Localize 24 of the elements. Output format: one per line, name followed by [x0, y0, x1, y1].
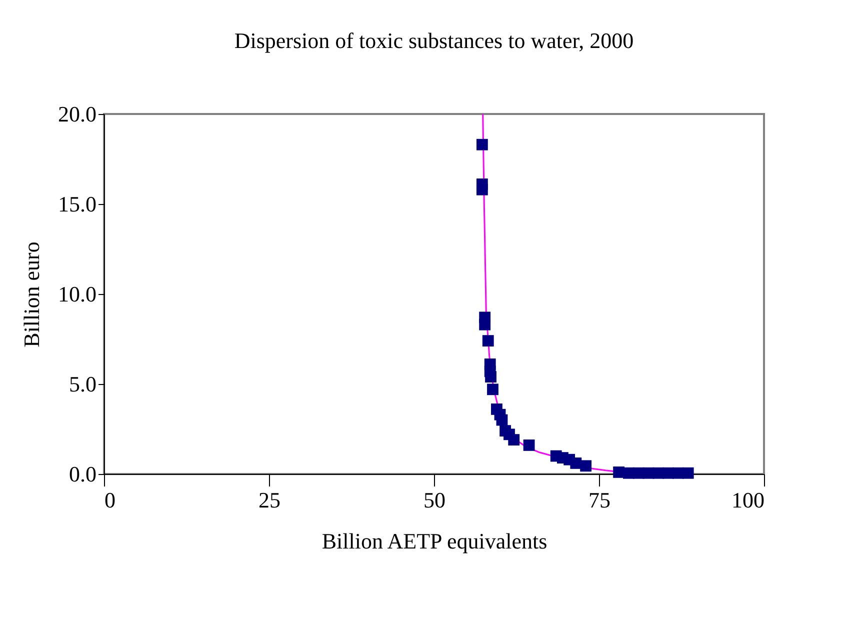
- point: [476, 184, 488, 196]
- point: [523, 440, 535, 451]
- x-tick-label: 50: [424, 488, 446, 512]
- point: [496, 414, 508, 426]
- y-tick-label: 0.0: [69, 462, 96, 486]
- point: [682, 467, 694, 479]
- x-axis-title: Billion AETP equivalents: [322, 528, 548, 554]
- y-tick-label: 15.0: [58, 192, 96, 216]
- point: [487, 384, 498, 396]
- x-tick-label: 25: [258, 488, 280, 512]
- point: [482, 335, 494, 346]
- y-tick-label: 10.0: [58, 282, 96, 306]
- point: [479, 318, 491, 330]
- x-tick-label: 100: [732, 488, 764, 512]
- point: [485, 371, 496, 382]
- y-tick-label: 20.0: [58, 102, 96, 126]
- x-tick-label: 75: [588, 488, 610, 512]
- point: [508, 434, 520, 446]
- x-tick-label: 0: [104, 488, 116, 512]
- point: [580, 460, 592, 472]
- y-tick-label: 5.0: [69, 372, 96, 396]
- y-axis-title: Billion euro: [19, 242, 44, 348]
- point: [476, 138, 488, 150]
- chart-title: Dispersion of toxic substances to water, 2000: [234, 28, 634, 53]
